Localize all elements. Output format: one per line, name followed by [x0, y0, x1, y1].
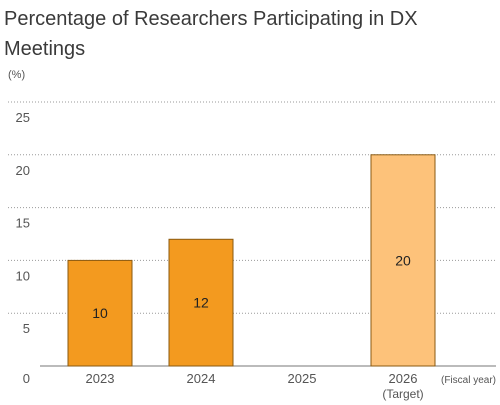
- chart-title: Percentage of Researchers Participating …: [4, 8, 418, 60]
- y-tick-label: 25: [16, 110, 30, 125]
- bar-data-label: 10: [92, 305, 108, 321]
- bar-data-label: 20: [395, 252, 411, 268]
- x-unit-label: (Fiscal year): [441, 375, 496, 386]
- x-tick-label: 2024: [187, 371, 216, 386]
- y-tick-label: 20: [16, 163, 30, 178]
- y-tick-label: 0: [23, 371, 30, 386]
- bar: [168, 238, 234, 367]
- y-unit-label: (%): [8, 69, 25, 81]
- bar: [67, 259, 133, 367]
- bar: [370, 154, 436, 367]
- y-tick-label: 5: [23, 321, 30, 336]
- x-tick-label: 2023: [86, 371, 115, 386]
- y-tick-label: 15: [16, 216, 30, 231]
- x-tick-sublabel: (Target): [382, 387, 423, 401]
- x-tick-label: 2026: [389, 371, 418, 386]
- y-tick-label: 10: [16, 268, 30, 283]
- x-tick-label: 2025: [288, 371, 317, 386]
- bar-data-label: 12: [193, 295, 209, 311]
